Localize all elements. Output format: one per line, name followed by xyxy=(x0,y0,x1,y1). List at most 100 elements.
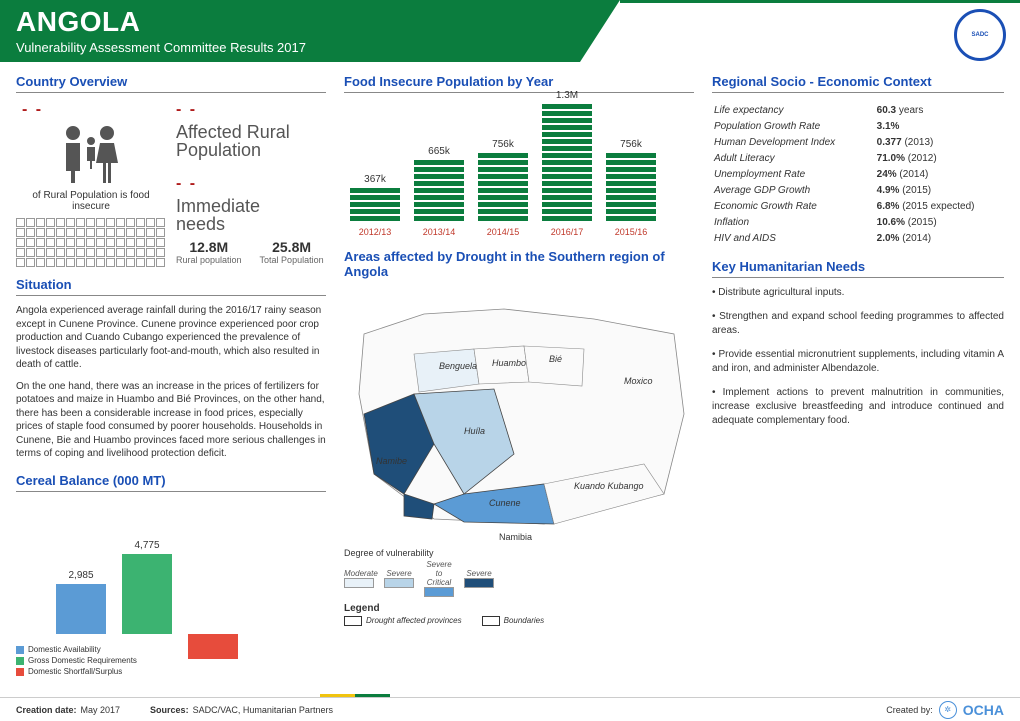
grid-box xyxy=(56,238,65,247)
grid-box xyxy=(136,258,145,267)
header-angle xyxy=(580,0,620,62)
col-left: Country Overview - - of Rural Population… xyxy=(16,74,326,676)
immediate-label-1: Immediate xyxy=(176,197,326,215)
grid-box xyxy=(126,248,135,257)
grid-box xyxy=(106,228,115,237)
grid-box xyxy=(46,228,55,237)
grid-box xyxy=(46,248,55,257)
grid-box xyxy=(16,258,25,267)
grid-box xyxy=(36,218,45,227)
total-pop: 25.8M xyxy=(260,239,324,255)
grid-box xyxy=(126,218,135,227)
grid-box xyxy=(116,248,125,257)
family-icon xyxy=(16,123,166,186)
needs-title: Key Humanitarian Needs xyxy=(712,259,1004,278)
cereal-bars: 2,9854,775-1,514 xyxy=(56,554,238,634)
grid-box xyxy=(96,248,105,257)
need-item: • Distribute agricultural inputs. xyxy=(712,286,1004,300)
year-chart: 367k2012/13665k2013/14756k2014/151.3M201… xyxy=(344,101,694,241)
page-subtitle: Vulnerability Assessment Committee Resul… xyxy=(16,40,564,55)
grid-box xyxy=(156,228,165,237)
grid-box xyxy=(66,238,75,247)
cereal-bar: 4,775 xyxy=(122,554,172,634)
situation-p2: On the one hand, there was an increase i… xyxy=(16,380,326,461)
context-row: Inflation10.6% (2015) xyxy=(714,215,1002,229)
grid-box xyxy=(146,218,155,227)
footer-right: Created by: ✲ OCHA xyxy=(886,701,1004,719)
cereal-legend-item: Gross Domestic Requirements xyxy=(16,655,137,666)
grid-box xyxy=(106,238,115,247)
context-row: Average GDP Growth4.9% (2015) xyxy=(714,183,1002,197)
cereal-legend-item: Domestic Shortfall/Surplus xyxy=(16,666,137,677)
grid-box xyxy=(16,228,25,237)
grid-box xyxy=(76,248,85,257)
grid-box xyxy=(36,228,45,237)
sources: SADC/VAC, Humanitarian Partners xyxy=(193,705,333,715)
grid-box xyxy=(136,228,145,237)
grid-box xyxy=(96,258,105,267)
ocha-label: OCHA xyxy=(963,702,1004,718)
need-item: • Strengthen and expand school feeding p… xyxy=(712,310,1004,338)
map-kuando: Kuando Kubango xyxy=(574,481,644,491)
context-row: HIV and AIDS2.0% (2014) xyxy=(714,231,1002,245)
grid-box xyxy=(36,238,45,247)
grid-box xyxy=(56,258,65,267)
grid-box xyxy=(106,248,115,257)
dash-icon: - - xyxy=(22,101,166,119)
grid-box xyxy=(26,218,35,227)
grid-box xyxy=(46,218,55,227)
header-right: SADC xyxy=(620,0,1020,62)
year-bar: 1.3M2016/17 xyxy=(542,90,592,237)
grid-box xyxy=(66,248,75,257)
grid-box xyxy=(146,238,155,247)
dash-icon-3: - - xyxy=(176,175,326,193)
grid-box xyxy=(156,258,165,267)
grid-box xyxy=(16,248,25,257)
grid-box xyxy=(146,258,155,267)
grid-box xyxy=(116,258,125,267)
overview-right: - - Affected Rural Population - - Immedi… xyxy=(176,101,326,265)
footer: Creation date: May 2017 Sources: SADC/VA… xyxy=(0,697,1020,721)
dash-icon-2: - - xyxy=(176,101,326,119)
context-row: Population Growth Rate3.1% xyxy=(714,119,1002,133)
rural-pop-label: Rural population xyxy=(176,255,242,265)
legend-2: Boundaries xyxy=(504,616,544,625)
grid-box xyxy=(156,248,165,257)
grid-box xyxy=(56,248,65,257)
grid-box xyxy=(146,248,155,257)
cereal-chart: 2,9854,775-1,514 Domestic AvailabilityGr… xyxy=(16,506,326,676)
map-title: Areas affected by Drought in the Souther… xyxy=(344,249,694,282)
grid-box xyxy=(26,248,35,257)
grid-box xyxy=(76,258,85,267)
header-left: ANGOLA Vulnerability Assessment Committe… xyxy=(0,0,580,62)
map-huila: Huíla xyxy=(464,426,485,436)
pop-numbers: 12.8MRural population 25.8MTotal Populat… xyxy=(176,239,326,265)
vuln-level: Severe xyxy=(464,569,494,588)
foodinsecure-title: Food Insecure Population by Year xyxy=(344,74,694,93)
context-row: Unemployment Rate24% (2014) xyxy=(714,167,1002,181)
sources-label: Sources: xyxy=(150,705,189,715)
year-bar: 665k2013/14 xyxy=(414,146,464,237)
grid-box xyxy=(86,218,95,227)
grid-box xyxy=(26,228,35,237)
need-item: • Implement actions to prevent malnutrit… xyxy=(712,386,1004,428)
legend-row: Drought affected provinces Boundaries xyxy=(344,616,694,626)
legend-title: Legend xyxy=(344,603,694,614)
grid-box xyxy=(96,238,105,247)
map-benguela: Benguela xyxy=(439,361,477,371)
needs-list: • Distribute agricultural inputs. • Stren… xyxy=(712,286,1004,438)
grid-box xyxy=(76,238,85,247)
grid-box xyxy=(126,238,135,247)
grid-box xyxy=(136,248,145,257)
degree-title: Degree of vulnerability xyxy=(344,548,694,558)
grid-box xyxy=(86,258,95,267)
grid-box xyxy=(96,228,105,237)
col-mid: Food Insecure Population by Year 367k201… xyxy=(344,74,694,676)
rural-pop: 12.8M xyxy=(176,239,242,255)
grid-box xyxy=(26,258,35,267)
context-row: Adult Literacy71.0% (2012) xyxy=(714,151,1002,165)
need-item: • Provide essential micronutrient supple… xyxy=(712,348,1004,376)
grid-box xyxy=(86,238,95,247)
context-table: Life expectancy60.3 yearsPopulation Grow… xyxy=(712,101,1004,247)
content: Country Overview - - of Rural Population… xyxy=(0,62,1020,676)
